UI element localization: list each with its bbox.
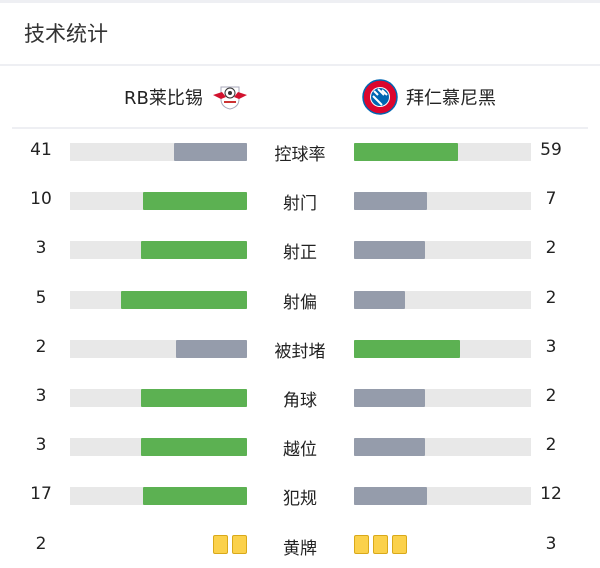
home-bar-track (70, 438, 247, 457)
home-bar-track (70, 192, 247, 211)
stat-row-yellow-cards: 2 黄牌 3 (0, 534, 600, 559)
home-value: 3 (35, 386, 47, 406)
home-bar-fill (176, 339, 247, 358)
stat-label: 角球 (283, 391, 317, 411)
stat-row: 3 射正 2 (0, 238, 600, 264)
stat-label: 射正 (283, 243, 317, 264)
bayern-munich-logo-icon (362, 79, 398, 115)
away-bar-fill (354, 290, 405, 309)
home-value: 2 (35, 534, 47, 554)
home-bar-fill (120, 290, 247, 309)
away-bar-track (354, 143, 531, 161)
home-bar-fill (143, 487, 247, 506)
divider (12, 127, 588, 129)
yellow-card-icon (354, 535, 369, 554)
away-bar-track (354, 487, 531, 506)
away-bar-track (354, 241, 531, 260)
home-value: 41 (30, 140, 52, 160)
away-bar-fill (354, 487, 428, 506)
stat-label: 射偏 (283, 292, 317, 313)
rb-leipzig-logo-icon (212, 86, 247, 110)
home-bar-track (70, 389, 247, 407)
away-team-name: 拜仁慕尼黑 (406, 88, 496, 109)
away-bar-fill (354, 241, 425, 260)
home-bar-track (70, 487, 247, 506)
stat-label: 犯规 (283, 489, 317, 510)
home-bar-track (70, 339, 247, 358)
away-value: 3 (545, 534, 557, 554)
yellow-card-icon (373, 535, 388, 554)
home-bar-track (70, 290, 247, 309)
away-value: 12 (540, 484, 562, 505)
away-bar-fill (354, 389, 425, 407)
stat-label: 射门 (283, 194, 317, 215)
home-cards (213, 535, 247, 554)
yellow-card-icon (213, 535, 228, 554)
home-value: 10 (30, 189, 52, 210)
away-bar-fill (354, 339, 461, 358)
stat-row: 5 射偏 2 (0, 287, 600, 313)
away-value: 7 (545, 189, 557, 210)
home-bar-track (70, 143, 247, 161)
stat-label: 越位 (283, 440, 317, 461)
stat-label: 黄牌 (283, 539, 317, 559)
stat-row: 3 越位 2 (0, 435, 600, 461)
home-value: 3 (35, 435, 47, 456)
away-value: 2 (545, 386, 557, 406)
stat-row: 2 被封堵 3 (0, 336, 600, 362)
yellow-card-icon (392, 535, 407, 554)
away-bar-track (354, 339, 531, 358)
away-value: 2 (545, 287, 557, 308)
away-bar-fill (354, 143, 459, 161)
home-bar-fill (140, 438, 247, 457)
away-bar-fill (354, 438, 425, 457)
home-team[interactable]: RB莱比锡 (124, 82, 249, 112)
stat-row: 17 犯规 12 (0, 484, 600, 510)
stat-label: 被封堵 (274, 341, 326, 362)
stat-row: 10 射门 7 (0, 189, 600, 215)
home-value: 2 (35, 336, 47, 357)
yellow-card-icon (232, 535, 247, 554)
top-divider (0, 0, 600, 3)
home-bar-track (70, 241, 247, 260)
away-cards (354, 535, 407, 554)
stat-row: 41 控球率 59 (0, 140, 600, 165)
home-bar-fill (142, 192, 247, 211)
home-value: 5 (35, 287, 47, 308)
home-team-name: RB莱比锡 (124, 88, 203, 109)
away-value: 59 (540, 140, 562, 160)
home-value: 17 (30, 484, 52, 505)
away-bar-track (354, 438, 531, 457)
away-value: 2 (545, 238, 557, 259)
away-value: 2 (545, 435, 557, 456)
away-bar-track (354, 389, 531, 407)
home-bar-fill (140, 241, 247, 260)
home-bar-fill (174, 143, 247, 161)
stat-row: 3 角球 2 (0, 386, 600, 411)
away-bar-track (354, 192, 531, 211)
away-bar-track (354, 290, 531, 309)
page-title: 技术统计 (24, 22, 108, 46)
home-bar-fill (140, 389, 247, 407)
stat-label: 控球率 (274, 145, 326, 165)
divider (0, 64, 600, 66)
away-team[interactable]: 拜仁慕尼黑 (362, 79, 496, 115)
away-value: 3 (545, 336, 557, 357)
away-bar-fill (354, 192, 427, 211)
home-value: 3 (35, 238, 47, 259)
